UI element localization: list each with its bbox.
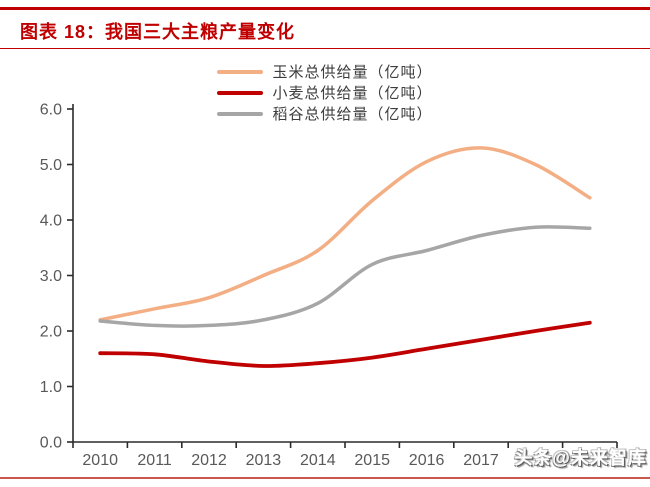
x-tick-label: 2017	[463, 452, 499, 469]
y-tick-label: 4.0	[40, 213, 62, 230]
x-tick-label: 2016	[409, 452, 445, 469]
legend-label-2: 稻谷总供给量（亿吨）	[272, 106, 433, 123]
bottom-rule	[0, 477, 650, 479]
y-tick-label: 2.0	[40, 324, 62, 341]
x-tick-label: 2014	[300, 452, 336, 469]
y-tick-label: 3.0	[40, 268, 62, 285]
legend-swatch-1	[217, 90, 264, 95]
chart-legend: 玉米总供给量（亿吨） 小麦总供给量（亿吨） 稻谷总供给量（亿吨）	[0, 61, 650, 124]
chart-title: 图表 18：我国三大主粮产量变化	[20, 22, 296, 42]
series-line-2	[98, 225, 592, 328]
watermark: 头条@未来智库	[514, 448, 647, 468]
series-line-0	[98, 146, 592, 322]
y-tick-label: 1.0	[40, 379, 62, 396]
x-tick-label: 2010	[82, 452, 118, 469]
legend-swatch-0	[217, 69, 264, 74]
x-tick-label: 2015	[354, 452, 390, 469]
legend-label-0: 玉米总供给量（亿吨）	[272, 64, 433, 81]
legend-item-1: 小麦总供给量（亿吨）	[217, 82, 432, 103]
legend-swatch-2	[217, 111, 264, 116]
legend-item-0: 玉米总供给量（亿吨）	[217, 61, 432, 82]
legend-item-2: 稻谷总供给量（亿吨）	[217, 103, 432, 124]
x-tick-label: 2011	[137, 452, 172, 469]
y-tick-label: 0.0	[40, 435, 62, 452]
top-rule	[0, 7, 650, 10]
y-tick-label: 6.0	[40, 102, 62, 119]
y-tick-label: 5.0	[40, 157, 62, 174]
x-tick-label: 2013	[246, 452, 282, 469]
title-rule	[0, 48, 650, 49]
x-tick-label: 2012	[191, 452, 227, 469]
legend-label-1: 小麦总供给量（亿吨）	[272, 85, 433, 102]
series-line-1	[98, 320, 592, 368]
